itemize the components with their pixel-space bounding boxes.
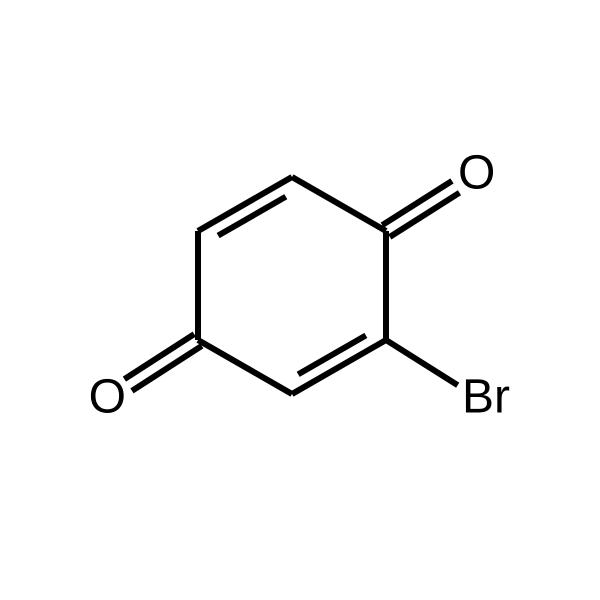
molecule-diagram: O O Br <box>0 0 600 600</box>
atom-label-br: Br <box>462 371 510 424</box>
atom-label-o: O <box>89 371 126 424</box>
atom-label-o: O <box>458 147 495 200</box>
